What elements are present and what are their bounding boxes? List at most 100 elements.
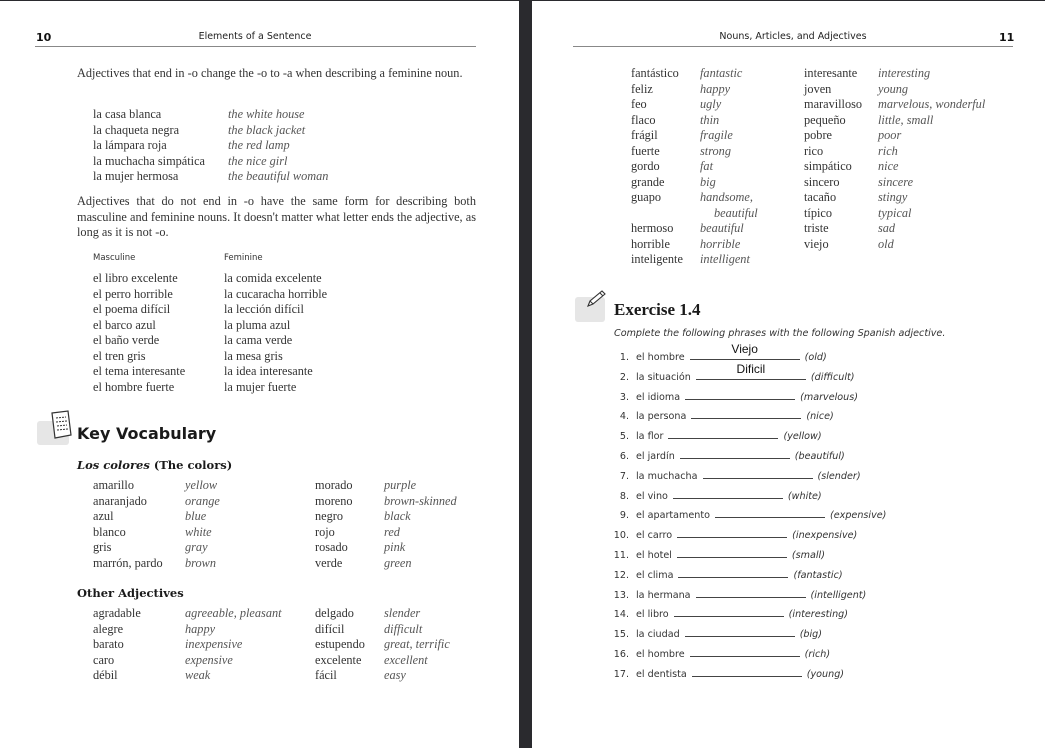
- exercise-item: 4. la persona (nice): [600, 410, 834, 424]
- spanish-term: el tema interesante: [93, 364, 186, 378]
- item-number: 13.: [613, 589, 629, 601]
- exercise-item: 9. el apartamento (expensive): [600, 509, 887, 523]
- item-phrase: la muchacha: [636, 470, 698, 482]
- answer-blank[interactable]: [678, 569, 789, 578]
- spanish-term: estupendo: [315, 637, 365, 651]
- english-translation: big: [700, 174, 716, 189]
- answer-blank[interactable]: [684, 628, 795, 638]
- english-translation: difficult: [384, 621, 423, 636]
- answer-blank[interactable]: [691, 668, 802, 677]
- item-number: 8.: [619, 490, 629, 502]
- answer-blank[interactable]: Dificil: [695, 362, 806, 380]
- answer-blank[interactable]: Viejo: [689, 342, 800, 360]
- item-phrase: la situación: [636, 371, 691, 383]
- spanish-term: la cama verde: [224, 333, 293, 347]
- spanish-term: la idea interesante: [224, 364, 313, 378]
- other-adjectives-heading: Other Adjectives: [77, 586, 184, 600]
- answer-blank[interactable]: [695, 589, 806, 598]
- item-phrase: el libro: [636, 609, 669, 621]
- answer-blank[interactable]: [677, 529, 788, 539]
- item-number: 11.: [613, 550, 629, 561]
- header-rule-left: [35, 46, 476, 47]
- english-translation: brown-skinned: [384, 493, 457, 508]
- exercise-item: 7. la muchacha (slender): [600, 470, 861, 484]
- answer-blank[interactable]: [715, 509, 826, 519]
- spanish-term: gris: [93, 540, 112, 554]
- english-translation: slender: [384, 606, 421, 620]
- english-translation: pink: [384, 540, 406, 554]
- answer-blank[interactable]: [689, 648, 800, 657]
- spanish-term: maravilloso: [804, 97, 863, 111]
- spanish-term: grande: [631, 174, 665, 189]
- item-number: 14.: [613, 609, 629, 621]
- colors-heading-en: (The colors): [153, 458, 233, 472]
- item-hint: (old): [804, 352, 827, 363]
- english-translation: white: [185, 524, 212, 539]
- answer-blank[interactable]: [672, 490, 783, 499]
- english-translation: fragile: [700, 128, 733, 142]
- english-translation: gray: [185, 540, 208, 554]
- english-translation: blue: [185, 509, 207, 523]
- answer-blank[interactable]: [685, 391, 796, 400]
- item-hint: (interesting): [788, 609, 848, 621]
- english-translation: inexpensive: [185, 637, 243, 651]
- item-number: 7.: [619, 470, 629, 482]
- answer-blank[interactable]: [668, 430, 779, 440]
- answer-blank[interactable]: [702, 470, 813, 479]
- english-translation: black: [384, 509, 411, 523]
- spanish-term: el poema difícil: [93, 302, 171, 316]
- english-translation: excellent: [384, 652, 428, 667]
- spanish-term: la pluma azul: [224, 317, 291, 332]
- english-translation: green: [384, 555, 412, 570]
- spanish-term: blanco: [93, 524, 126, 539]
- answer-blank[interactable]: [691, 410, 802, 420]
- exercise-item: 14. el libro (interesting): [600, 608, 848, 622]
- spanish-term: típico: [804, 205, 833, 220]
- item-number: 4.: [619, 411, 629, 423]
- english-translation: fat: [700, 159, 713, 173]
- answer-blank[interactable]: [676, 549, 787, 558]
- running-title-left: Elements of a Sentence: [198, 31, 312, 42]
- english-translation: beautiful: [714, 205, 758, 220]
- exercise-title: Exercise 1.4: [614, 300, 701, 319]
- answer-text[interactable]: Dificil: [736, 361, 766, 376]
- answer-text[interactable]: Viejo: [731, 342, 758, 356]
- spanish-term: la lámpara roja: [93, 138, 167, 152]
- item-number: 17.: [613, 668, 629, 680]
- item-hint: (difficult): [810, 371, 855, 383]
- english-translation: purple: [384, 478, 417, 492]
- item-number: 1.: [619, 352, 629, 363]
- item-number: 10.: [613, 530, 629, 542]
- page-number-left: 10: [36, 31, 52, 44]
- column-header-feminine: Feminine: [224, 253, 263, 263]
- item-number: 3.: [619, 391, 629, 403]
- item-hint: (nice): [806, 411, 834, 423]
- item-phrase: el apartamento: [636, 510, 711, 522]
- spanish-term: moreno: [315, 493, 353, 508]
- english-translation: stingy: [878, 190, 908, 204]
- english-translation: the red lamp: [228, 138, 290, 152]
- spanish-term: feliz: [631, 81, 653, 96]
- english-translation: the black jacket: [228, 122, 306, 137]
- english-translation: great, terrific: [384, 637, 450, 651]
- spanish-term: rico: [804, 143, 824, 158]
- answer-blank[interactable]: [673, 608, 784, 618]
- english-translation: ugly: [700, 97, 722, 111]
- exercise-item: 6. el jardín (beautiful): [600, 450, 845, 464]
- exercise-item: 5. la flor (yellow): [600, 430, 822, 444]
- spanish-term: agradable: [93, 606, 141, 620]
- english-translation: handsome,: [700, 190, 753, 204]
- english-translation: marvelous, wonderful: [878, 97, 986, 111]
- spanish-term: el baño verde: [93, 333, 160, 347]
- colors-heading: Los colores (The colors): [77, 458, 232, 472]
- exercise-item: 16. el hombre (rich): [600, 648, 830, 662]
- english-translation: happy: [185, 621, 216, 636]
- spanish-term: joven: [804, 81, 832, 96]
- spanish-term: la casa blanca: [93, 107, 162, 121]
- english-translation: red: [384, 524, 400, 539]
- english-translation: happy: [700, 81, 731, 96]
- answer-blank[interactable]: [679, 450, 790, 459]
- english-translation: the beautiful woman: [228, 169, 329, 183]
- spanish-term: difícil: [315, 621, 345, 636]
- running-title-right: Nouns, Articles, and Adjectives: [719, 31, 867, 42]
